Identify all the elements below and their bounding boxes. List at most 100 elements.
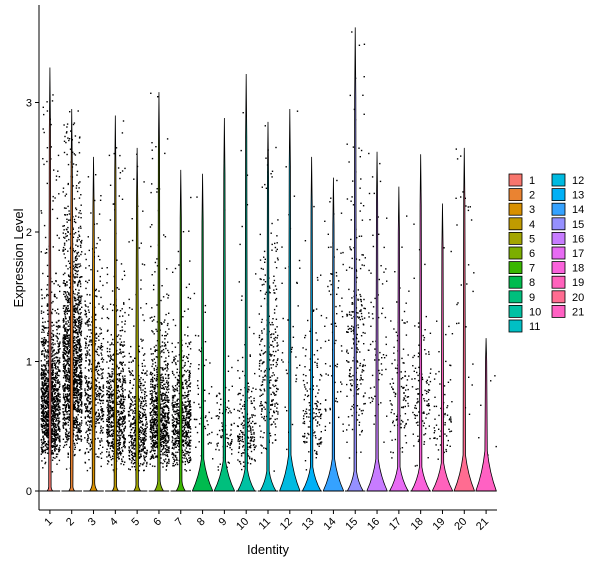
point <box>64 387 66 389</box>
point <box>43 404 45 406</box>
point <box>43 347 45 349</box>
point <box>55 335 57 337</box>
point <box>106 390 108 392</box>
point <box>43 370 45 373</box>
point <box>117 420 120 422</box>
point <box>123 427 125 430</box>
point <box>120 398 123 400</box>
point <box>129 382 131 384</box>
point <box>56 297 58 299</box>
point <box>56 433 58 435</box>
point <box>80 324 82 326</box>
point <box>132 423 134 425</box>
point <box>45 341 47 343</box>
point <box>151 405 154 407</box>
point <box>67 305 69 307</box>
point <box>149 451 151 453</box>
point <box>51 383 53 386</box>
point <box>132 396 134 398</box>
point <box>150 438 152 440</box>
point <box>63 342 65 344</box>
point <box>40 408 42 410</box>
point <box>94 425 97 428</box>
point <box>52 378 54 380</box>
point <box>56 337 59 339</box>
point <box>111 290 114 292</box>
point <box>63 336 65 338</box>
point <box>50 355 52 358</box>
point <box>77 216 80 218</box>
point <box>51 459 54 461</box>
point <box>45 252 48 254</box>
point <box>51 384 54 386</box>
point <box>128 468 130 470</box>
point <box>63 282 65 284</box>
point <box>161 373 163 375</box>
point <box>109 379 111 381</box>
point <box>63 229 65 231</box>
point <box>128 420 130 422</box>
point <box>124 311 126 314</box>
point <box>116 443 118 445</box>
point <box>112 425 115 427</box>
point <box>58 413 61 415</box>
point <box>52 402 54 404</box>
point <box>45 443 47 445</box>
point <box>73 382 75 384</box>
point <box>142 450 144 452</box>
point <box>76 308 78 310</box>
point <box>96 295 98 298</box>
point <box>112 429 114 431</box>
point <box>66 281 68 283</box>
point <box>77 352 79 354</box>
point <box>138 469 140 472</box>
point <box>51 364 53 366</box>
point <box>69 375 71 378</box>
point <box>161 285 163 287</box>
point <box>42 424 44 427</box>
point <box>76 418 79 420</box>
point <box>80 204 82 206</box>
point <box>112 434 114 437</box>
point <box>163 423 165 426</box>
point <box>130 454 133 456</box>
point <box>45 339 47 341</box>
point <box>142 378 144 381</box>
point <box>131 444 133 446</box>
point <box>128 396 131 398</box>
point <box>78 398 81 400</box>
point <box>98 339 100 341</box>
point <box>62 334 65 336</box>
point <box>118 426 120 428</box>
point <box>67 337 70 339</box>
point <box>81 372 83 374</box>
point <box>85 287 87 290</box>
point <box>142 447 145 450</box>
point <box>78 299 80 302</box>
point <box>121 383 124 385</box>
point <box>90 332 93 334</box>
point <box>99 280 101 282</box>
point <box>68 321 70 324</box>
point <box>67 453 69 456</box>
point <box>65 376 67 378</box>
point <box>97 415 100 417</box>
point <box>164 373 167 376</box>
point <box>44 340 46 343</box>
point <box>144 414 147 416</box>
point <box>88 382 90 384</box>
point <box>63 151 66 154</box>
point <box>59 341 61 343</box>
point <box>85 305 87 307</box>
point <box>68 392 71 395</box>
point <box>118 403 120 405</box>
point <box>65 405 67 407</box>
point <box>128 446 130 448</box>
point <box>63 390 65 393</box>
point <box>74 293 76 295</box>
point <box>121 170 124 172</box>
point <box>162 409 164 411</box>
point <box>42 402 44 404</box>
point <box>134 403 136 405</box>
point <box>55 321 58 323</box>
